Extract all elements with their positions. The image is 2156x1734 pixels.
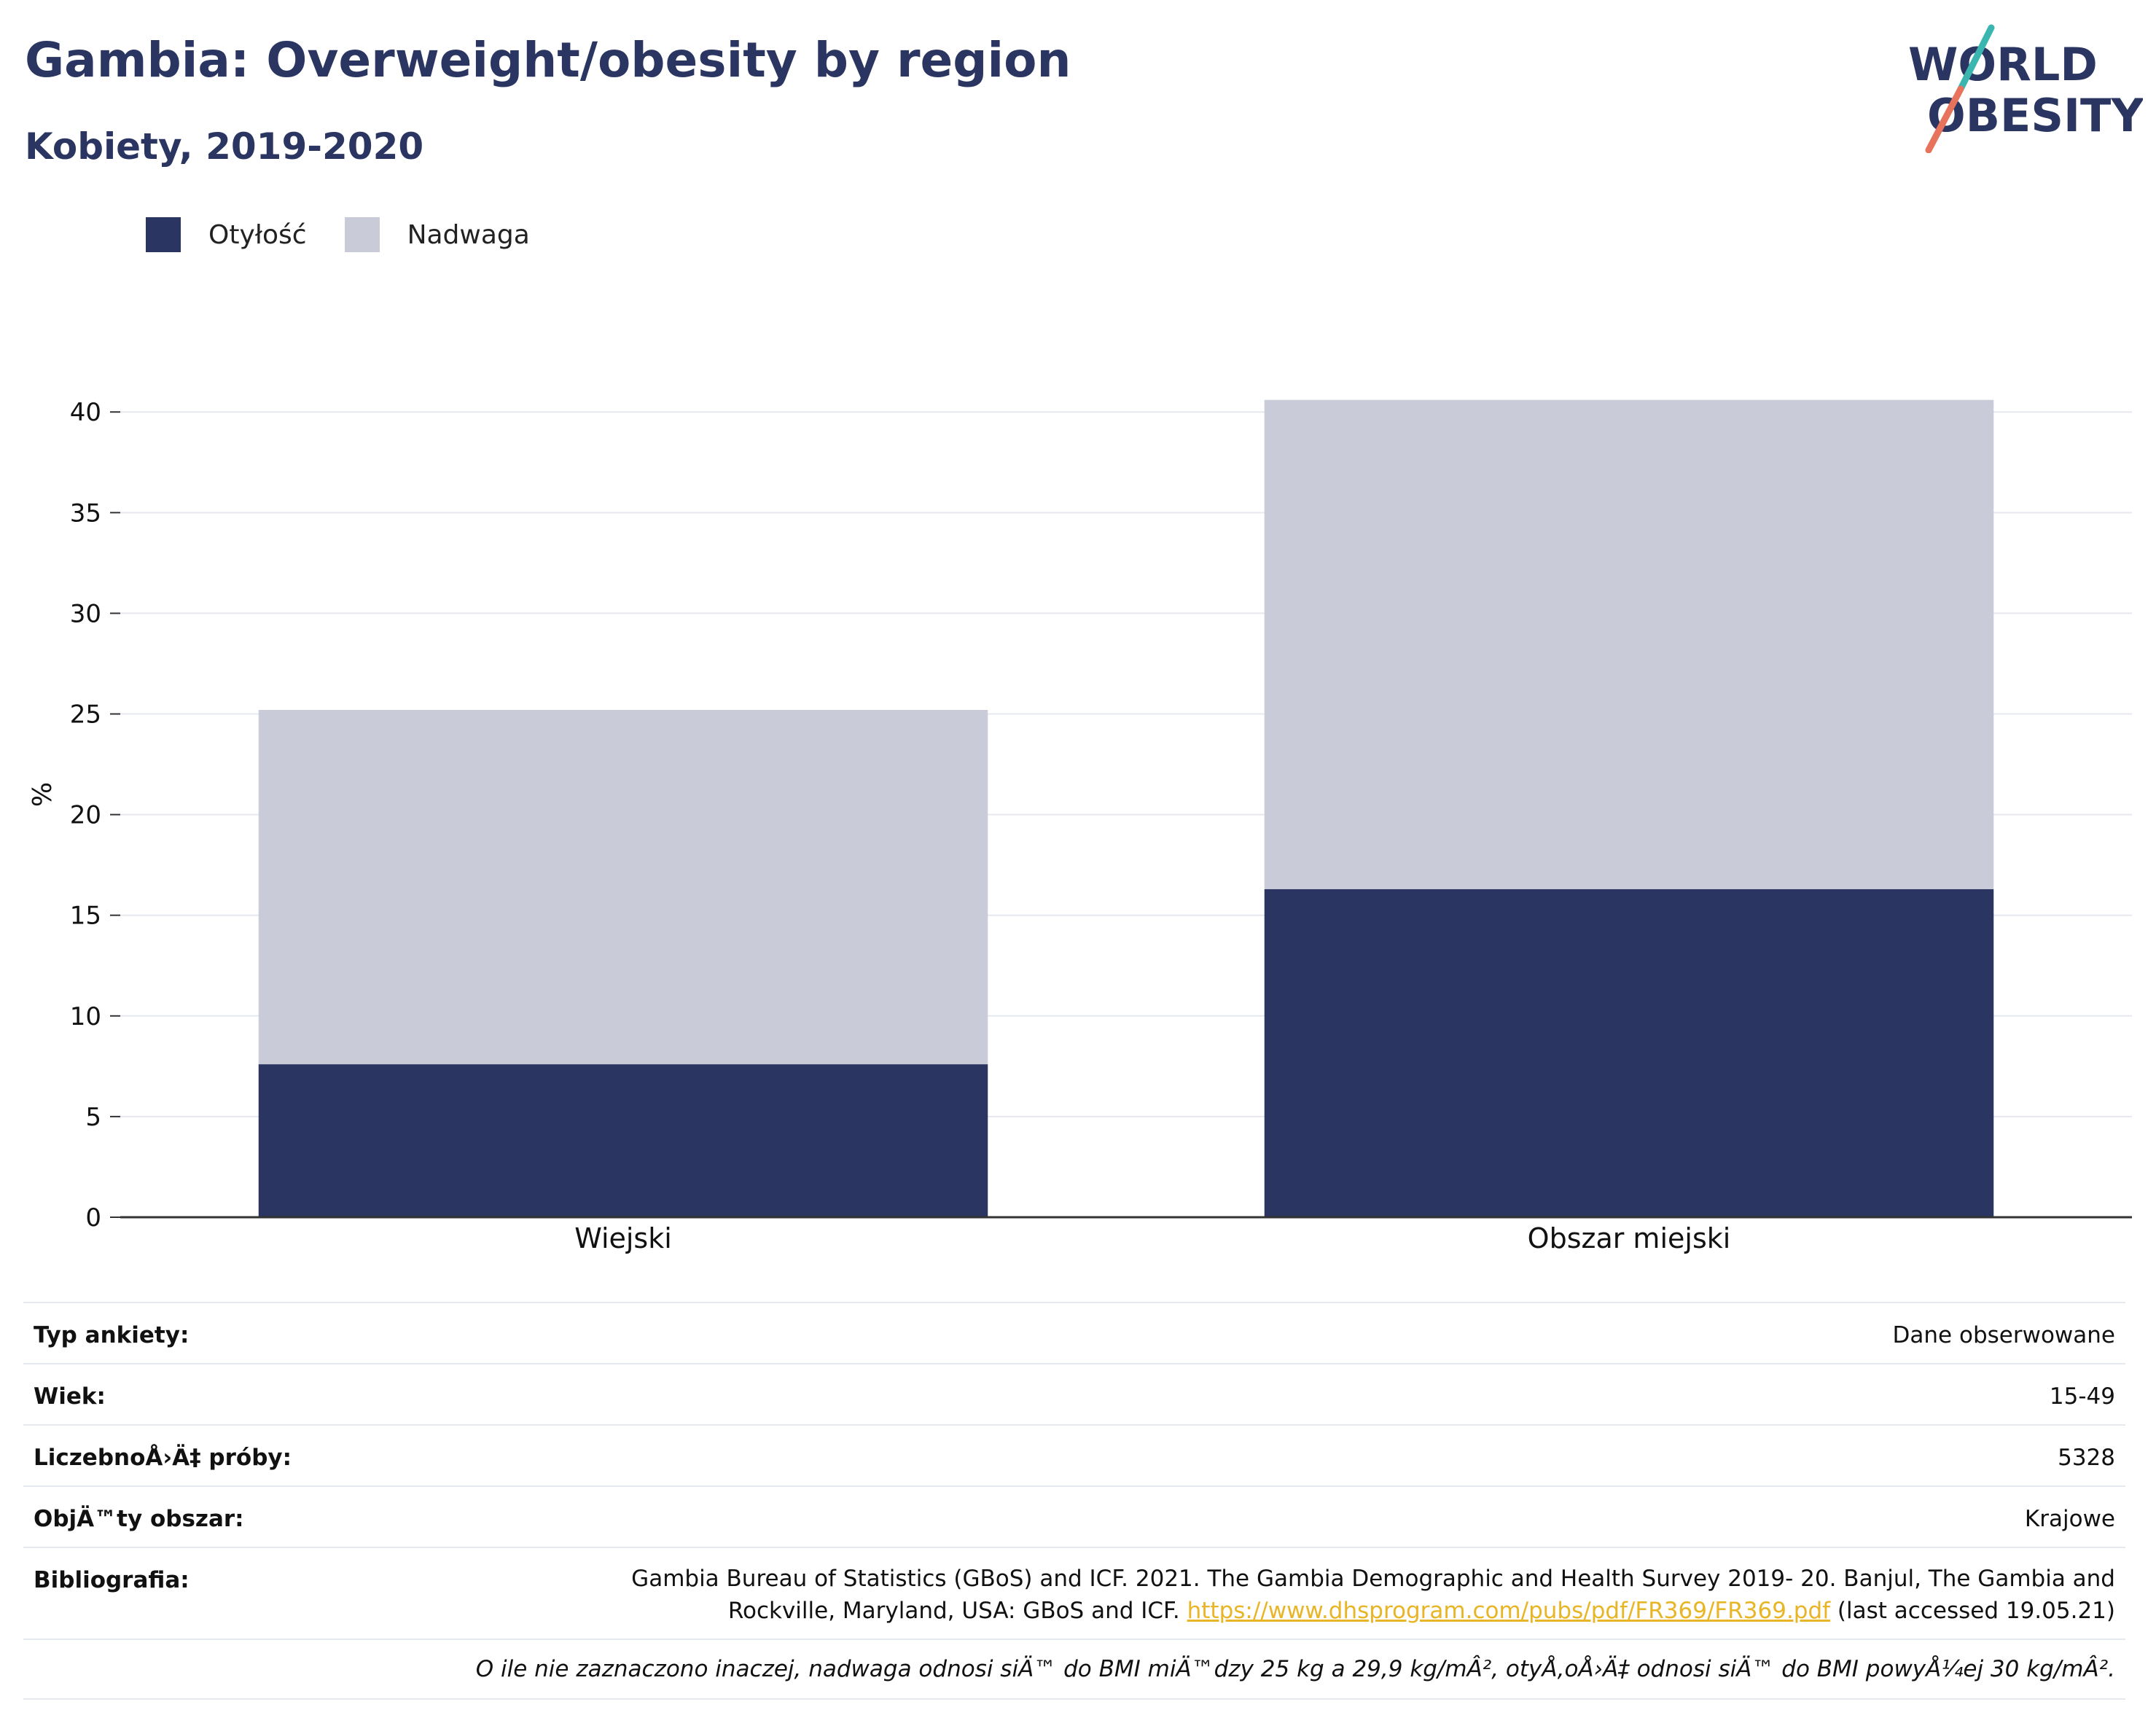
bar-overweight-urban xyxy=(1264,399,1994,889)
page-title: Gambia: Overweight/obesity by region xyxy=(25,32,1071,88)
survey-info-table: Typ ankiety: Dane obserwowane Wiek: 15-4… xyxy=(23,1302,2125,1700)
logo-slash-coral xyxy=(1925,85,1964,153)
legend-swatch-overweight xyxy=(344,217,380,252)
y-tick-label: 10 xyxy=(70,1002,101,1031)
chart-legend: Otyłość Nadwaga xyxy=(146,216,568,254)
info-label: LiczebnoÅ›Ä‡ próby: xyxy=(34,1445,292,1471)
bmi-note: O ile nie zaznaczono inaczej, nadwaga od… xyxy=(23,1640,2125,1700)
y-axis-label: % xyxy=(28,782,58,807)
y-tick-label: 30 xyxy=(70,599,101,628)
legend-label-obesity: Otyłość xyxy=(208,219,307,250)
bibliography-link[interactable]: https://www.dhsprogram.com/pubs/pdf/FR36… xyxy=(1187,1598,1831,1624)
legend-item-overweight[interactable]: Nadwaga xyxy=(344,217,530,252)
info-label: ObjÄ™ty obszar: xyxy=(34,1506,244,1532)
info-value: 15-49 xyxy=(2049,1383,2115,1410)
y-tick-label: 15 xyxy=(70,902,101,931)
bibliography-line-2-pre: Rockville, Maryland, USA: GBoS and ICF. xyxy=(727,1598,1187,1624)
legend-label-overweight: Nadwaga xyxy=(407,219,530,250)
x-tick-label: Wiejski xyxy=(574,1222,672,1254)
logo-text-obesity: OBESITY xyxy=(1927,89,2143,142)
y-tick-label: 25 xyxy=(70,700,101,730)
page-subtitle: Kobiety, 2019-2020 xyxy=(25,125,424,168)
y-tick-label: 5 xyxy=(85,1103,101,1132)
y-tick-label: 20 xyxy=(70,801,101,830)
y-tick-label: 40 xyxy=(70,398,101,427)
logo-text-world: WORLD xyxy=(1908,38,2098,91)
info-row-sample-size: LiczebnoÅ›Ä‡ próby: 5328 xyxy=(23,1426,2125,1487)
bar-obesity-urban xyxy=(1264,889,1994,1217)
info-row-area: ObjÄ™ty obszar: Krajowe xyxy=(23,1487,2125,1548)
x-tick-label: Obszar miejski xyxy=(1528,1222,1731,1254)
bibliography-line-1: Gambia Bureau of Statistics (GBoS) and I… xyxy=(631,1566,2115,1592)
info-label: Typ ankiety: xyxy=(34,1322,190,1348)
bar-obesity-rural xyxy=(258,1064,988,1217)
info-row-bibliography: Bibliografia: Gambia Bureau of Statistic… xyxy=(23,1548,2125,1640)
info-label: Wiek: xyxy=(34,1383,106,1410)
bibliography-line-2: Rockville, Maryland, USA: GBoS and ICF. … xyxy=(631,1595,2115,1627)
y-tick-label: 35 xyxy=(70,499,101,528)
info-row-age: Wiek: 15-49 xyxy=(23,1364,2125,1426)
legend-swatch-obesity xyxy=(146,217,181,252)
info-value: 5328 xyxy=(2058,1445,2115,1471)
bibliography-line-2-post: (last accessed 19.05.21) xyxy=(1830,1598,2115,1624)
info-row-survey-type: Typ ankiety: Dane obserwowane xyxy=(23,1303,2125,1364)
bar-overweight-rural xyxy=(258,710,988,1065)
logo-slash-teal xyxy=(1957,24,1995,93)
y-tick-label: 0 xyxy=(85,1203,101,1233)
bibliography-label: Bibliografia: xyxy=(34,1567,190,1593)
info-value: Krajowe xyxy=(2024,1506,2115,1532)
bibliography-text: Gambia Bureau of Statistics (GBoS) and I… xyxy=(631,1563,2115,1627)
world-obesity-logo: WORLD OBESITY xyxy=(1908,24,2143,153)
info-value: Dane obserwowane xyxy=(1892,1322,2115,1348)
stacked-bar-chart: 0 5 10 15 20 25 30 35 40% Wiejski Obszar miejski xyxy=(28,398,2132,1254)
legend-item-obesity[interactable]: Otyłość xyxy=(146,217,307,252)
